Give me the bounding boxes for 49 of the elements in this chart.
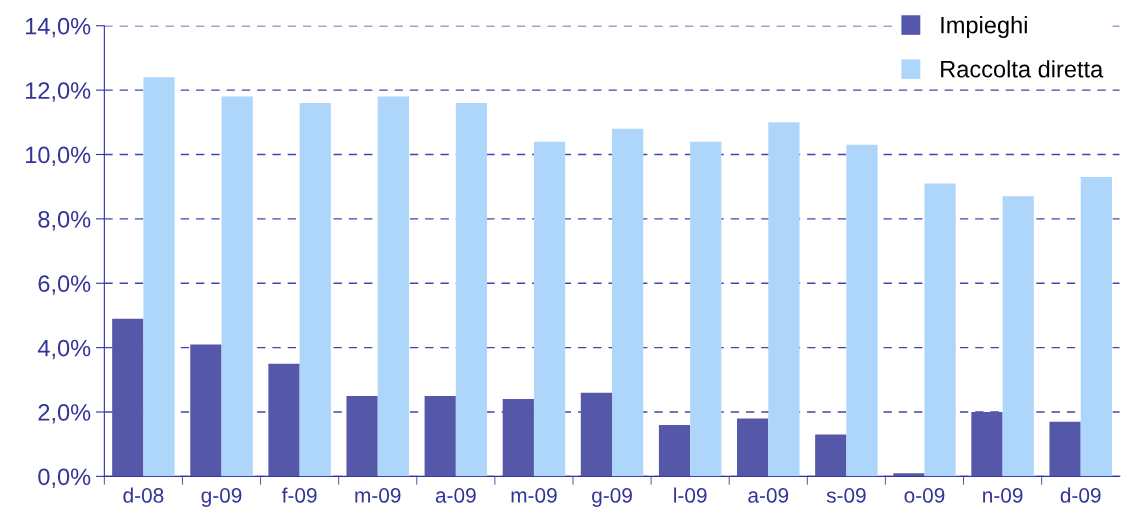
x-tick-label: a-09 [748, 488, 789, 503]
y-tick-label: 12,0% [26, 82, 91, 102]
x-tick-label: d-09 [1060, 487, 1101, 503]
bar [658, 424, 691, 477]
bar [221, 96, 253, 477]
bar [424, 395, 456, 477]
bar [612, 128, 644, 477]
y-tick-label: 6,0% [38, 275, 91, 295]
bar [502, 399, 534, 477]
y-tick-label: 0,0% [38, 468, 91, 488]
x-tick-label: d-08 [123, 487, 164, 503]
y-tick-label: 10,0% [26, 146, 91, 167]
bar [690, 141, 722, 477]
x-tick-label: f-09 [281, 487, 317, 503]
bar [455, 103, 488, 477]
bar [924, 183, 956, 477]
x-tick-label: m-09 [355, 488, 401, 503]
bar [190, 344, 222, 477]
y-tick-label: 4,0% [37, 339, 91, 360]
bar [1080, 177, 1112, 477]
x-tick-label: o-09 [904, 488, 945, 503]
bar [580, 392, 613, 477]
bar [346, 395, 378, 477]
x-tick-label: g-09 [201, 488, 242, 507]
x-tick-label: a-09 [435, 488, 476, 503]
bar [768, 122, 800, 477]
bar [143, 77, 175, 477]
y-tick-label: 2,0% [38, 404, 91, 424]
bar [846, 144, 878, 477]
bar [1049, 421, 1081, 477]
bar [1002, 196, 1034, 477]
x-tick-label: m-09 [511, 488, 557, 503]
x-tick-label: g-09 [592, 488, 632, 507]
x-tick-label: n-09 [983, 488, 1023, 503]
bar [377, 96, 409, 477]
bar [268, 363, 300, 477]
bar [815, 434, 847, 477]
y-tick-label: 8,0% [38, 210, 91, 231]
bar [533, 141, 566, 477]
bar [112, 318, 144, 477]
bar [893, 473, 925, 477]
y-tick-label: 14,0% [26, 17, 91, 38]
x-tick-label: s-09 [826, 488, 866, 503]
bar [971, 412, 1003, 477]
bar [737, 418, 769, 477]
x-tick-label: l-09 [674, 487, 707, 503]
legend-label: Raccolta diretta [941, 60, 1104, 78]
bar [299, 103, 331, 477]
legend-label: Impieghi [941, 16, 1027, 39]
